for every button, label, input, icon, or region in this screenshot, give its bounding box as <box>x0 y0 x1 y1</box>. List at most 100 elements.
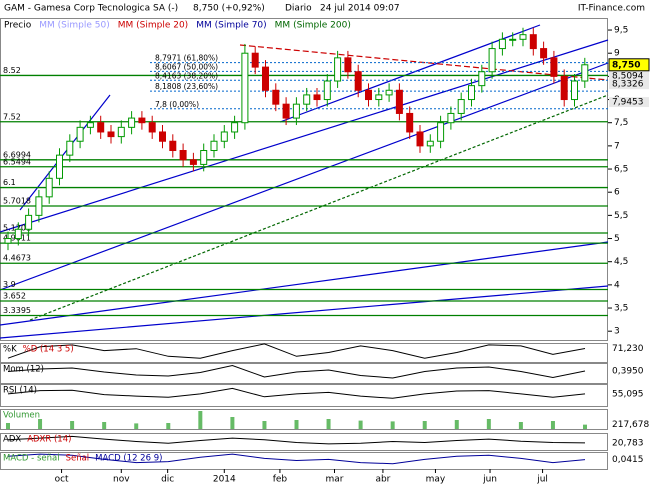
x-tick-label: mar <box>326 475 344 485</box>
candle-body <box>282 103 290 119</box>
panel-frame <box>0 452 608 470</box>
fib-label: 8,6067 (50,00%) <box>155 62 218 71</box>
candle-body <box>4 238 12 244</box>
y-tick-label: 7,5 <box>614 118 628 128</box>
level-label: 3.3395 <box>3 306 31 315</box>
y-tick-label: 4 <box>614 280 620 290</box>
volume-bar <box>326 419 331 429</box>
candle-body <box>437 122 445 142</box>
indicator-line <box>7 387 586 399</box>
candle-body <box>25 214 33 230</box>
indicator-label: %D (14 3 5) <box>23 345 74 355</box>
candle-body <box>251 52 259 68</box>
volume-bar <box>102 422 107 429</box>
fib-label: 8,7971 (61,80%) <box>155 54 218 63</box>
indicator-value: 0,3950 <box>612 367 644 377</box>
x-tick-label: jun <box>482 475 497 485</box>
indicator-label: MACD (12 26 9) <box>95 454 162 464</box>
candle-body <box>354 71 362 91</box>
candle-body <box>303 94 311 105</box>
legend-entry: MM (Simple 50) <box>39 21 109 31</box>
x-tick-label: 2014 <box>213 475 236 485</box>
volume-bar <box>486 419 491 429</box>
panel-frame <box>0 343 608 363</box>
volume-bar <box>454 420 459 429</box>
y-tick-label: 5,5 <box>614 211 628 221</box>
candle-body <box>426 140 434 147</box>
x-tick-label: jul <box>536 475 548 485</box>
trendline <box>19 94 111 211</box>
quote: 8,750 (+0,92%) <box>193 4 265 14</box>
candle-body <box>488 48 496 73</box>
trendline <box>279 24 541 123</box>
y-tick-label: 7 <box>614 141 620 151</box>
level-label: 3.9 <box>3 280 16 289</box>
candle-body <box>66 140 74 156</box>
marker-box <box>609 70 649 81</box>
candle-body <box>169 140 177 152</box>
y-tick-label: 9,5 <box>614 26 628 36</box>
candle-body <box>272 89 280 105</box>
y-tick-label: 6 <box>614 188 620 198</box>
x-tick-label: may <box>426 475 446 485</box>
trendline <box>0 39 609 233</box>
x-tick-label: feb <box>273 475 288 485</box>
candle-body <box>35 196 43 216</box>
level-label: 6.5494 <box>3 157 31 166</box>
candle-body <box>45 177 53 198</box>
indicator-line <box>7 435 586 445</box>
candle-body <box>519 34 527 40</box>
candle-body <box>447 112 455 124</box>
candle-body <box>210 140 218 152</box>
indicator-label: Mom (12) <box>3 365 44 375</box>
volume-bar <box>134 423 139 429</box>
marker-box <box>609 97 649 108</box>
indicator-label: ADXR (14) <box>27 435 71 445</box>
candle-body <box>581 64 589 82</box>
indicator-line <box>7 364 586 379</box>
indicator-label: MACD - señal <box>3 454 60 464</box>
level-label: 4.4673 <box>3 254 31 263</box>
x-tick-label: nov <box>113 475 130 485</box>
chart-title: GAM - Gamesa Corp Tecnologica SA (-) <box>4 4 178 14</box>
candle-body <box>323 80 331 101</box>
candle-body <box>406 112 414 133</box>
volume-bar <box>358 420 363 429</box>
candle-body <box>107 131 115 138</box>
level-label: 5.7018 <box>3 197 31 206</box>
volume-bar <box>390 421 395 429</box>
candle-body <box>395 89 403 114</box>
candle-body <box>56 154 63 179</box>
candle-body <box>86 122 94 128</box>
candle-body <box>117 126 125 138</box>
candle-body <box>76 126 84 142</box>
legend-entry: MM (Simple 70) <box>196 21 266 31</box>
y-tick-label: 9 <box>614 49 620 59</box>
main-frame <box>0 18 608 341</box>
y-tick-label: 3 <box>614 327 620 337</box>
level-label: 5.1201 <box>3 223 31 232</box>
y-tick-label: 6,5 <box>614 165 628 175</box>
level-label: 3.652 <box>3 291 26 300</box>
volume-bar <box>70 421 75 429</box>
volume-bar <box>6 423 10 429</box>
indicator-value: 0,0415 <box>612 455 644 465</box>
trendline <box>29 94 609 321</box>
candle-body <box>231 122 239 133</box>
candle-body <box>365 89 372 101</box>
panel-frame <box>0 409 608 430</box>
panel-frame <box>0 363 608 384</box>
candle-body <box>189 159 197 165</box>
candle-body <box>313 94 321 101</box>
indicator-label: Señal <box>66 454 90 464</box>
level-label: 8.52 <box>3 66 21 75</box>
indicator-label: RSI (14) <box>3 386 37 396</box>
x-tick-label: oct <box>55 475 69 485</box>
trendline <box>0 241 609 326</box>
volume-bar <box>422 421 427 429</box>
indicator-line <box>7 453 586 465</box>
volume-bar <box>198 411 203 429</box>
period: Diario <box>285 4 312 14</box>
